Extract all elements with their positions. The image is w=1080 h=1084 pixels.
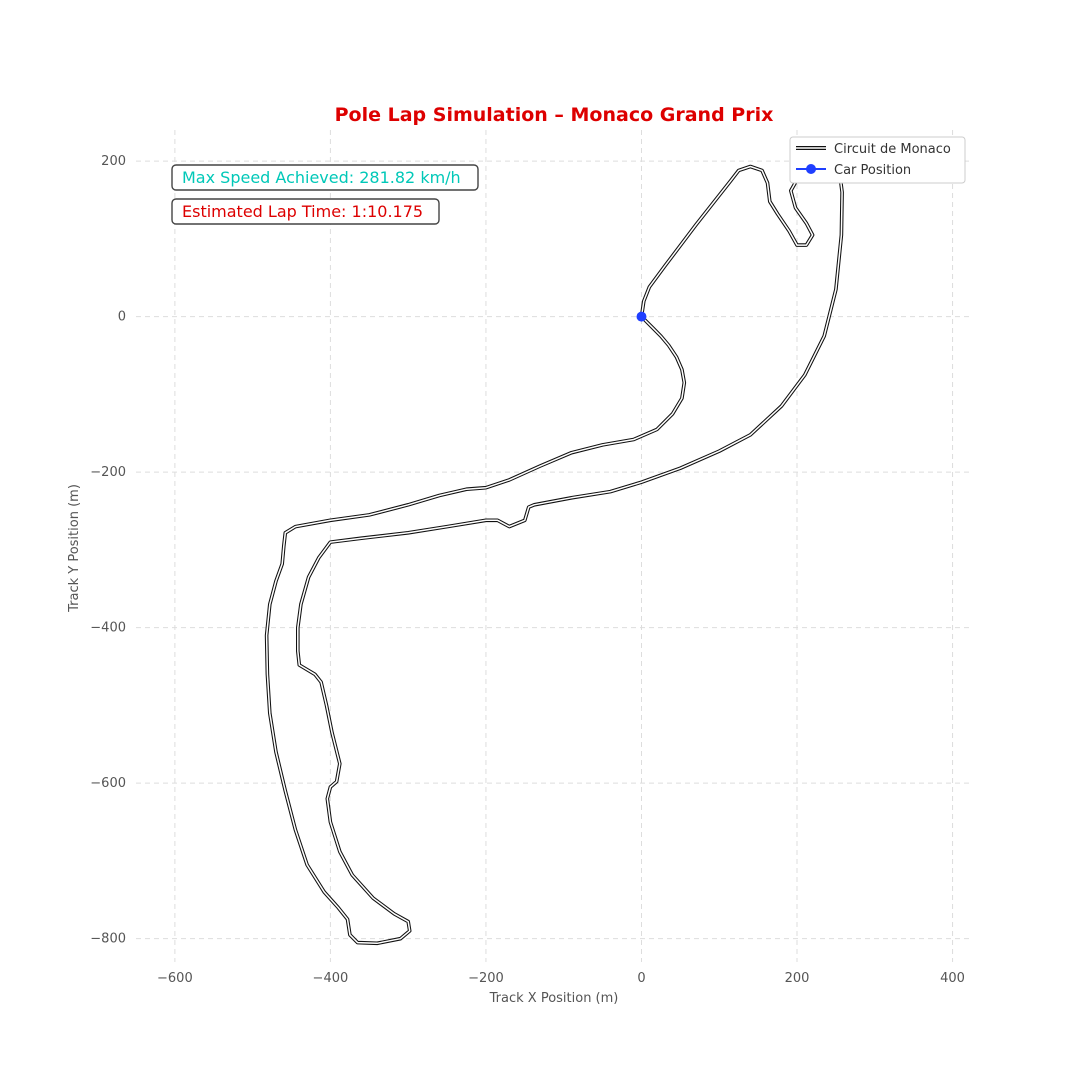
grid-layer: [136, 130, 972, 962]
legend-car-label: Car Position: [834, 163, 911, 178]
y-tick-label: 0: [118, 310, 126, 325]
car-layer: [636, 311, 647, 322]
x-tick-label: −600: [157, 971, 193, 986]
x-tick-label: 0: [637, 971, 645, 986]
track-layer: [264, 164, 844, 946]
legend-track-label: Circuit de Monaco: [834, 142, 951, 157]
y-axis-label: Track Y Position (m): [67, 484, 82, 613]
car-position-marker: [636, 311, 647, 322]
legend-car-swatch-marker: [806, 164, 816, 174]
track-inner: [265, 165, 843, 945]
annotation-speed: Max Speed Achieved: 281.82 km/h: [171, 164, 479, 191]
y-tick-label: 200: [101, 154, 126, 169]
annotation-laptime-box: [171, 198, 440, 225]
y-tick-label: −800: [90, 932, 126, 947]
annotation-speed-box: [171, 164, 479, 191]
chart-title: Pole Lap Simulation – Monaco Grand Prix: [335, 104, 774, 126]
y-tick-label: −400: [90, 621, 126, 636]
annotation-speed-text: Max Speed Achieved: 281.82 km/h: [182, 168, 461, 187]
track-outline: [264, 164, 844, 946]
y-tick-label: −600: [90, 776, 126, 791]
x-tick-label: −200: [468, 971, 504, 986]
annotation-laptime-text: Estimated Lap Time: 1:10.175: [182, 202, 423, 221]
x-tick-label: 200: [785, 971, 810, 986]
annotation-laptime: Estimated Lap Time: 1:10.175: [171, 198, 440, 225]
x-tick-label: −400: [313, 971, 349, 986]
legend-box: [789, 136, 966, 184]
x-axis-label: Track X Position (m): [489, 991, 619, 1006]
legend: Circuit de Monaco Car Position: [789, 136, 966, 184]
x-tick-label: 400: [940, 971, 965, 986]
y-tick-label: −200: [90, 465, 126, 480]
tick-layer: −600 −400 −200 0 200 400 200 0 −200 −400 −600 −800: [90, 154, 965, 986]
